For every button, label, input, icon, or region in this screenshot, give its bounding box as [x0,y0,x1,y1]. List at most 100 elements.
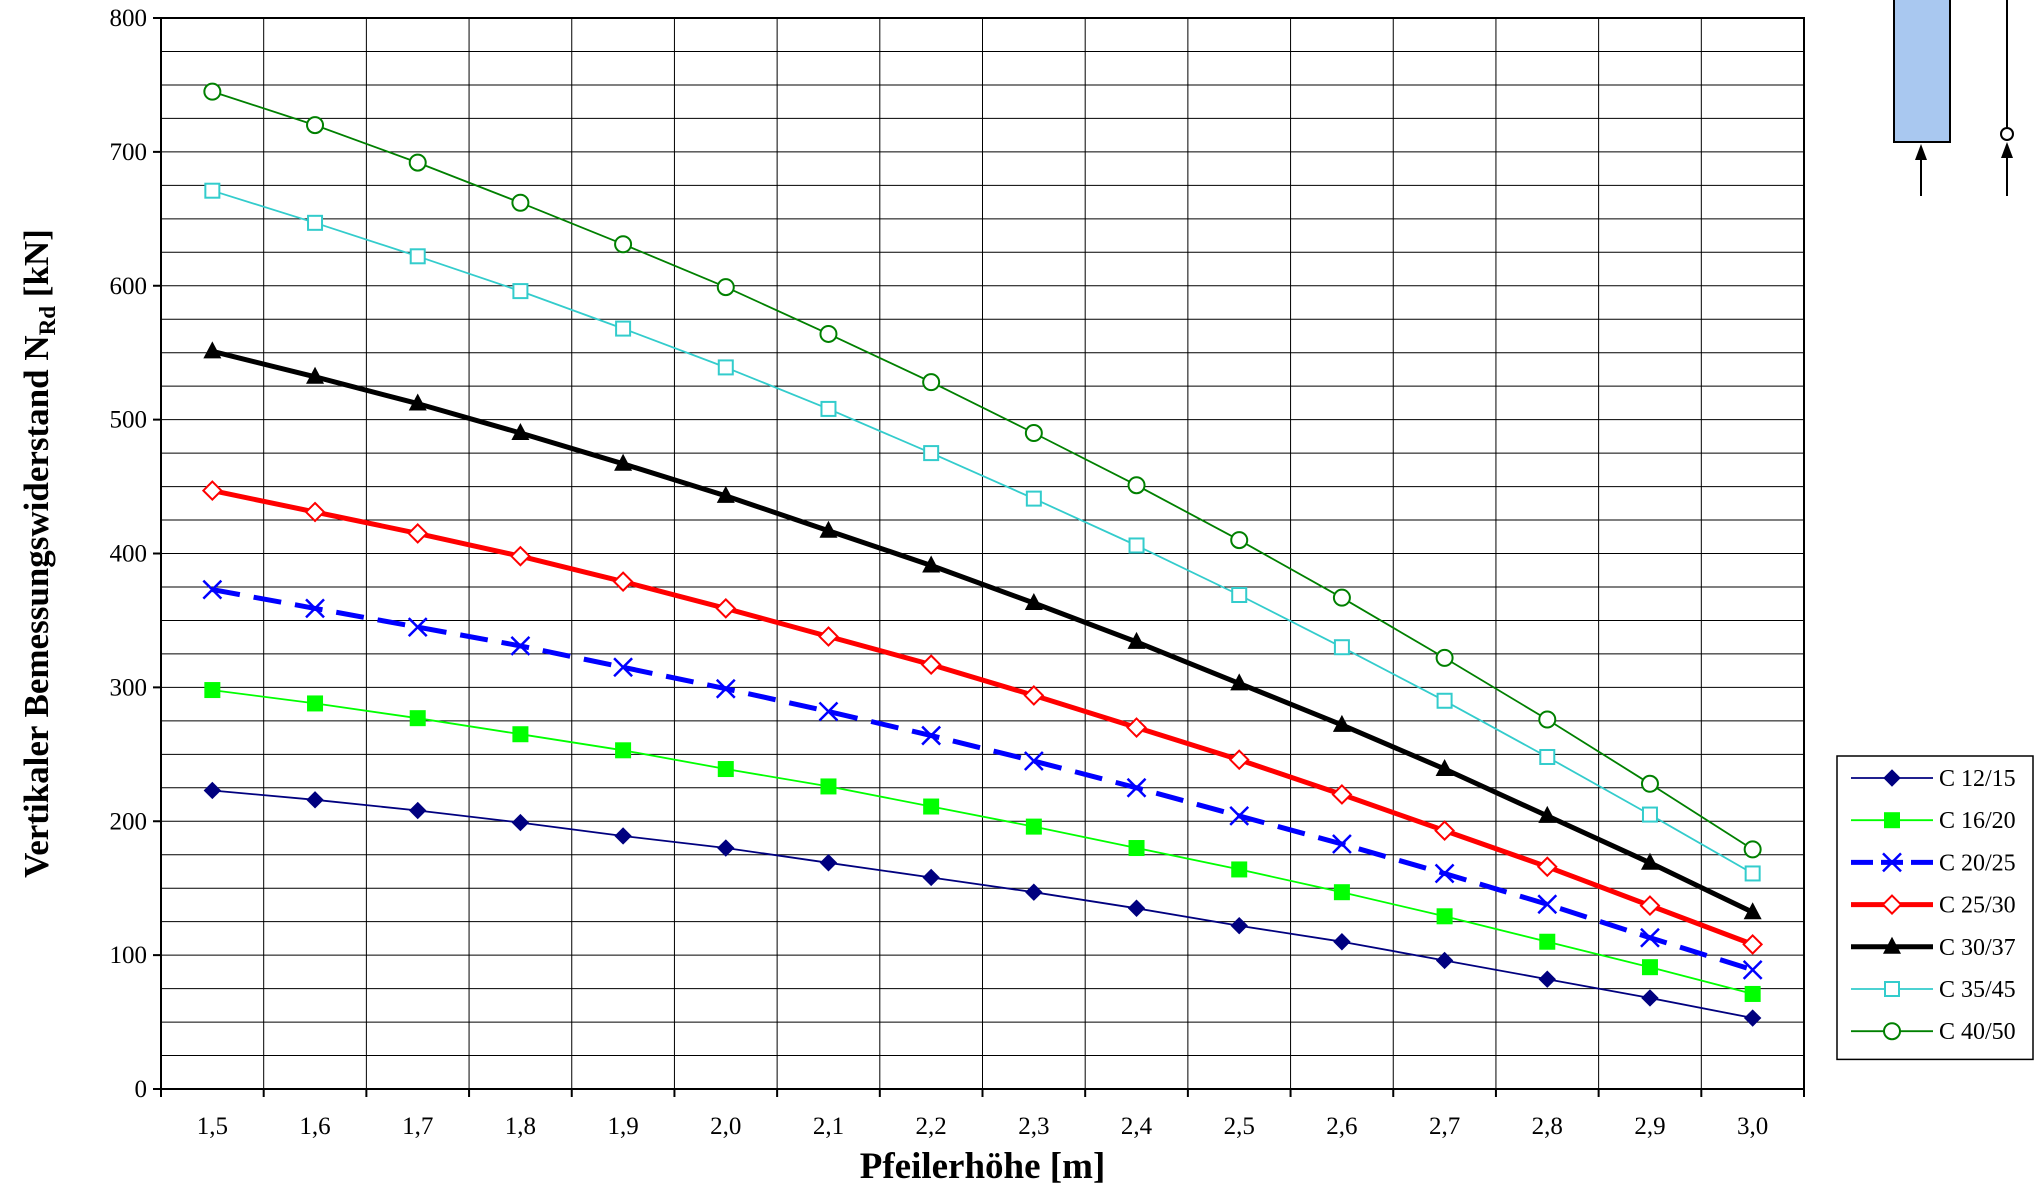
data-point [1435,951,1454,970]
series-line [212,90,1754,851]
data-point [922,555,941,573]
data-point [1023,751,1044,771]
data-point [1025,490,1042,507]
data-point [407,523,429,544]
data-point [820,778,837,795]
data-point [717,761,734,778]
data-point [818,701,839,722]
data-point [307,214,324,231]
y-tick-label: 500 [110,407,148,434]
x-tick-label: 2,8 [1532,1113,1563,1140]
data-point [1536,856,1558,878]
legend-label: C 12/15 [1939,766,2016,792]
data-point [1024,593,1043,611]
data-point [614,827,632,845]
data-point [717,839,735,857]
data-point [306,366,325,384]
grid-lines [161,18,1804,1089]
x-tick-label: 2,3 [1018,1113,1049,1140]
data-point [510,635,531,656]
data-point [1333,884,1350,901]
legend-swatch-marker [1882,852,1902,873]
data-point [304,501,326,523]
data-point [307,695,324,712]
data-point [614,453,633,471]
x-tick-label: 3,0 [1737,1113,1768,1140]
legend-label: C 40/50 [1939,1019,2016,1045]
series-line [211,587,1754,973]
data-point [717,359,734,376]
data-point [819,324,838,343]
legend-label: C 35/45 [1939,977,2016,1003]
legend-label: C 30/37 [1939,935,2016,961]
series-line [211,488,1754,947]
data-point [1539,933,1556,950]
y-tick-label: 600 [110,273,148,300]
y-axis-title-subscript: Rd [35,306,60,336]
legend-item: C 20/25 [1851,850,2016,876]
x-tick-label: 2,5 [1224,1113,1255,1140]
x-tick-label: 2,2 [916,1113,947,1140]
data-point [408,153,427,172]
x-tick-label: 2,4 [1121,1113,1153,1140]
data-point [922,868,940,887]
data-point [512,726,529,743]
data-point [1126,717,1147,738]
data-point [511,813,530,832]
data-point [512,283,529,300]
data-point [1744,865,1761,882]
data-point [716,278,735,297]
data-point [1539,748,1556,765]
data-point [203,341,222,359]
data-point [203,82,222,101]
legend-label: C 16/20 [1939,808,2016,834]
data-point [1743,840,1762,859]
legend-label: C 20/25 [1939,850,2016,876]
data-point [615,320,632,337]
data-point [614,235,633,254]
data-point [715,597,737,619]
series-layer [201,82,1764,1027]
data-point [1436,692,1453,709]
data-point [1641,806,1658,823]
series-line [211,348,1754,915]
data-point [615,742,632,759]
series-7 [203,82,1762,859]
data-point [1640,852,1659,870]
data-point [1025,883,1043,901]
x-tick-label: 2,0 [710,1113,741,1140]
data-point [716,485,735,503]
data-point [1641,959,1658,976]
data-point [408,393,427,411]
series-5 [203,341,1762,920]
data-point [1640,927,1660,948]
data-point [1435,648,1454,667]
y-tick-label: 700 [110,139,148,166]
y-tick-label: 800 [110,5,148,32]
data-point [1640,774,1659,793]
legend-item: C 16/20 [1851,808,2016,834]
data-point [1538,805,1557,823]
legend-swatch-marker [1881,894,1903,916]
series-6 [204,182,1761,882]
data-point [1333,933,1351,951]
data-point [1744,985,1761,1002]
y-axis-title: Vertikaler Bemessungswiderstand NRd [kN] [17,229,60,878]
data-point [1538,970,1556,988]
data-point [1024,424,1043,443]
axes: 0 100 200 300 400 500 600 700 800 1,5 1,6 1,7 1,8 1,9… [110,5,1805,1140]
data-point [920,654,942,676]
legend-box [1836,755,2034,1061]
legend-swatch-marker [1883,769,1901,787]
legend-label: C 25/30 [1939,893,2016,919]
series-3 [202,579,1763,980]
data-point [1230,531,1249,550]
data-point [715,678,736,699]
data-point [407,617,428,638]
data-point [1231,587,1248,604]
data-point [1639,895,1661,917]
y-axis-title-unit: [kN] [17,229,56,306]
x-tick-label: 1,9 [607,1113,638,1140]
data-point [509,545,531,567]
data-point [409,248,426,265]
